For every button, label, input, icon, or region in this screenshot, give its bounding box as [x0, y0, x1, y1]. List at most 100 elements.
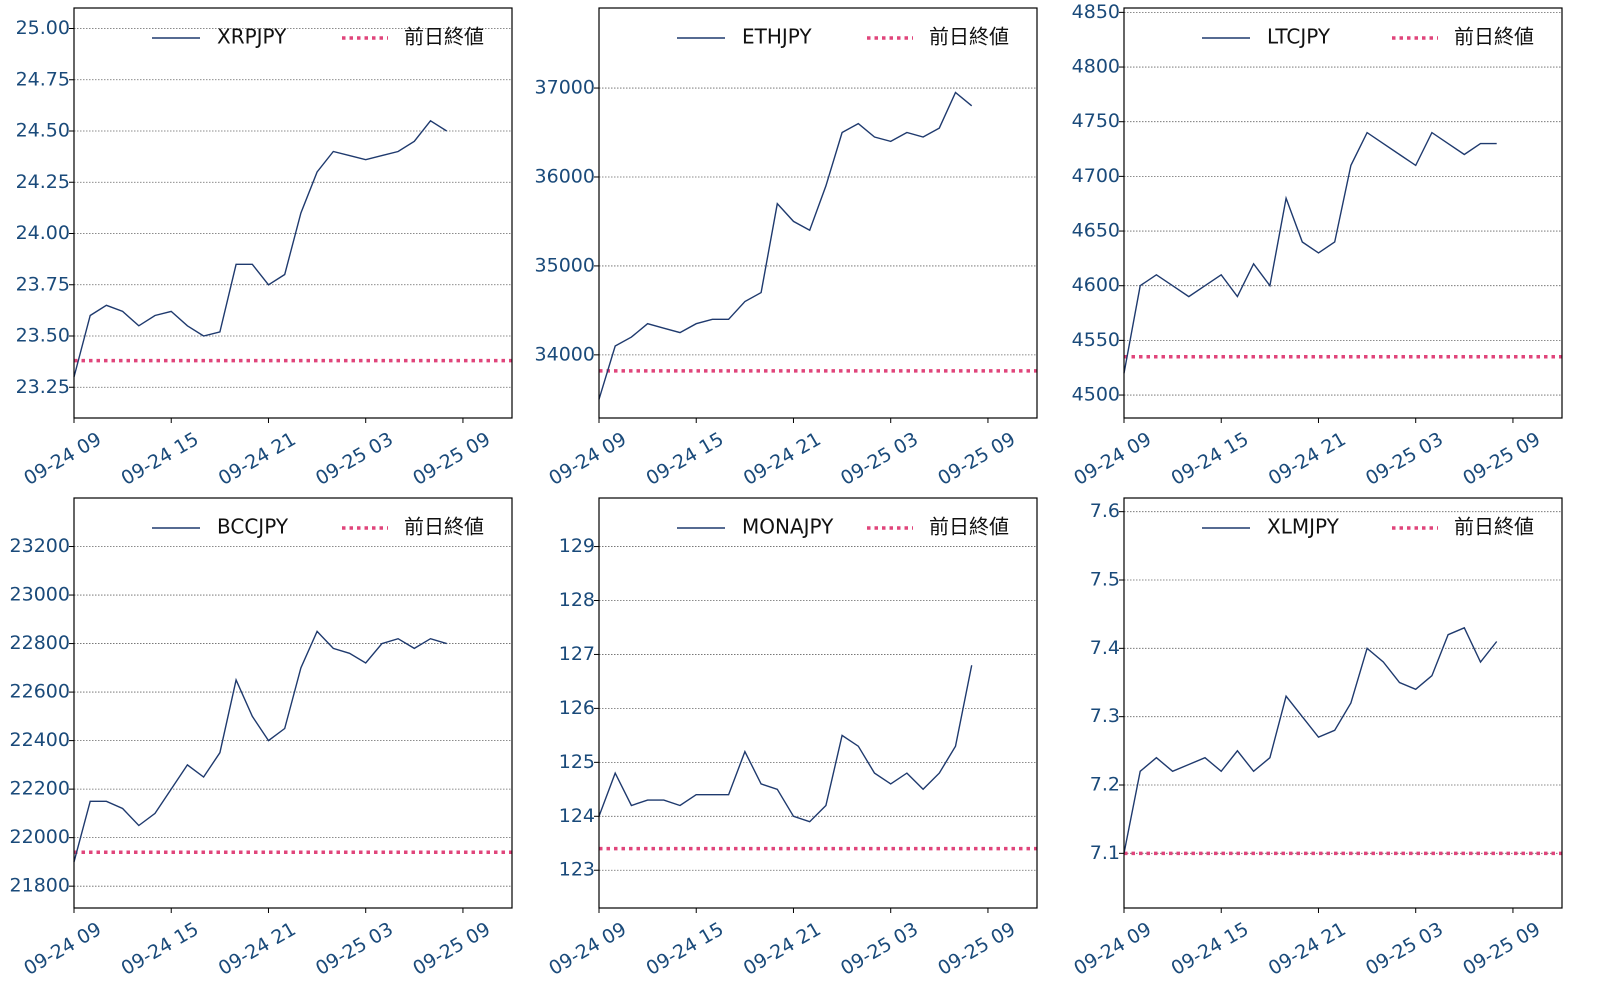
x-tick-label: 09-24 21 [1265, 428, 1350, 490]
y-tick-label: 36000 [535, 165, 595, 187]
y-tick-label: 123 [559, 859, 595, 881]
x-tick-label: 09-25 09 [934, 918, 1019, 980]
chart-panel: 4500 4550 4600 4650 4700 4750 4800 4850 09-24 09… [1070, 1, 1563, 490]
y-tick-label: 124 [559, 805, 595, 827]
y-tick-label: 22200 [10, 778, 70, 800]
x-tick-label: 09-25 09 [1459, 918, 1544, 980]
y-tick-label: 34000 [535, 343, 595, 365]
plot-frame [598, 7, 1038, 419]
y-tick-label: 4750 [1072, 110, 1120, 132]
x-tick-label: 09-24 15 [642, 428, 727, 490]
legend-label: ETHJPY [742, 25, 812, 49]
y-tick-label: 24.50 [16, 120, 70, 142]
x-tick-label: 09-25 03 [312, 428, 397, 490]
y-tick-label: 22800 [10, 632, 70, 654]
y-tick-label: 37000 [535, 77, 595, 99]
x-tick-label: 09-24 09 [20, 428, 105, 490]
x-tick-label: 09-24 15 [117, 918, 202, 980]
x-tick-label: 09-24 21 [1265, 918, 1350, 980]
y-tick-label: 24.25 [16, 171, 70, 193]
legend-label: MONAJPY [742, 515, 834, 539]
y-tick-label: 125 [559, 751, 595, 773]
x-tick-label: 09-24 21 [215, 428, 300, 490]
plot-frame [1123, 7, 1563, 419]
x-tick-label: 09-24 09 [1070, 428, 1155, 490]
y-tick-label: 126 [559, 697, 595, 719]
x-tick-label: 09-25 03 [1362, 428, 1447, 490]
legend-label: XLMJPY [1267, 515, 1340, 539]
x-tick-label: 09-25 09 [409, 428, 494, 490]
x-tick-label: 09-24 09 [20, 918, 105, 980]
legend-label: 前日終値 [404, 515, 484, 539]
y-tick-label: 4550 [1072, 329, 1120, 351]
x-tick-label: 09-24 21 [215, 918, 300, 980]
price-line [73, 630, 447, 863]
plot-frame [73, 497, 513, 909]
y-tick-label: 23.50 [16, 325, 70, 347]
price-line [1123, 131, 1497, 374]
y-tick-label: 23200 [10, 535, 70, 557]
x-tick-label: 09-24 21 [740, 918, 825, 980]
y-tick-label: 22600 [10, 681, 70, 703]
y-tick-label: 7.1 [1090, 842, 1120, 864]
x-tick-label: 09-24 15 [1167, 918, 1252, 980]
legend-label: 前日終値 [929, 25, 1009, 49]
legend-label: 前日終値 [929, 515, 1009, 539]
y-tick-label: 7.4 [1090, 637, 1120, 659]
x-tick-label: 09-24 15 [642, 918, 727, 980]
y-tick-label: 4700 [1072, 165, 1120, 187]
y-tick-label: 7.5 [1090, 569, 1120, 591]
y-tick-label: 21800 [10, 875, 70, 897]
legend-label: XRPJPY [217, 25, 287, 49]
price-line [73, 119, 448, 378]
chart-panel: 7.1 7.2 7.3 7.4 7.5 7.6 09-24 09 09-24 15 09-24 … [1070, 497, 1563, 980]
y-tick-label: 7.6 [1090, 500, 1120, 522]
legend-label: LTCJPY [1267, 25, 1331, 49]
y-tick-label: 25.00 [16, 17, 70, 39]
x-tick-label: 09-25 03 [1362, 918, 1447, 980]
y-tick-label: 22400 [10, 729, 70, 751]
plot-frame [598, 497, 1038, 909]
y-tick-label: 127 [559, 643, 595, 665]
y-tick-label: 22000 [10, 826, 70, 848]
plot-frame [1123, 497, 1563, 909]
y-tick-label: 4650 [1072, 220, 1120, 242]
x-tick-label: 09-25 03 [312, 918, 397, 980]
price-line [1123, 626, 1498, 854]
legend-label: 前日終値 [1454, 25, 1534, 49]
x-tick-label: 09-24 15 [117, 428, 202, 490]
legend-label: BCCJPY [217, 515, 289, 539]
x-tick-label: 09-24 09 [1070, 918, 1155, 980]
y-tick-label: 129 [559, 535, 595, 557]
x-tick-label: 09-24 21 [740, 428, 825, 490]
x-tick-label: 09-24 09 [545, 428, 630, 490]
y-tick-label: 4500 [1072, 384, 1120, 406]
x-tick-label: 09-24 09 [545, 918, 630, 980]
x-tick-label: 09-25 09 [1459, 428, 1544, 490]
y-tick-label: 128 [559, 589, 595, 611]
x-tick-label: 09-25 09 [409, 918, 494, 980]
y-tick-label: 23000 [10, 584, 70, 606]
plot-frame [73, 7, 513, 419]
y-tick-label: 7.3 [1090, 705, 1120, 727]
legend-label: 前日終値 [1454, 515, 1534, 539]
chart-panel: 21800 22000 22200 22400 22600 22800 23000 23200… [10, 497, 513, 980]
x-tick-label: 09-25 09 [934, 428, 1019, 490]
y-tick-label: 24.00 [16, 222, 70, 244]
y-tick-label: 35000 [535, 254, 595, 276]
x-tick-label: 09-25 03 [837, 918, 922, 980]
x-tick-label: 09-24 15 [1167, 428, 1252, 490]
y-tick-label: 23.25 [16, 376, 70, 398]
y-tick-label: 4800 [1072, 56, 1120, 78]
y-tick-label: 4600 [1072, 274, 1120, 296]
y-tick-label: 7.2 [1090, 774, 1120, 796]
chart-panel: 23.25 23.50 23.75 24.00 24.25 24.50 24.75 25.00… [16, 7, 513, 490]
price-line [598, 91, 973, 400]
price-line [598, 665, 973, 823]
legend-label: 前日終値 [404, 25, 484, 49]
y-tick-label: 23.75 [16, 273, 70, 295]
x-tick-label: 09-25 03 [837, 428, 922, 490]
